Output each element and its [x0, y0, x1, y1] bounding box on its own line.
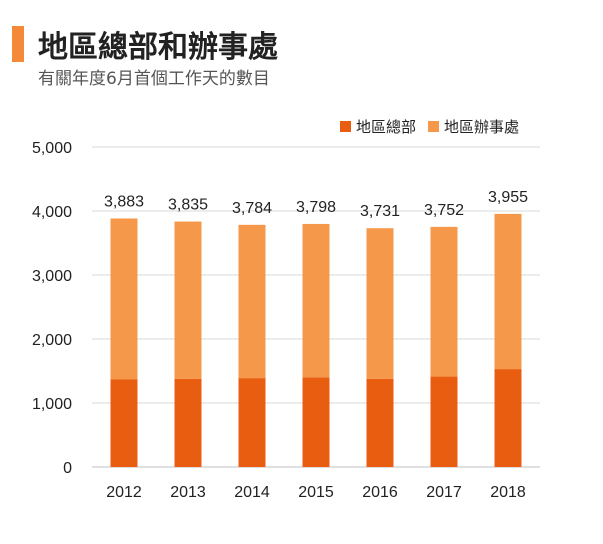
- bar-regional-office: [494, 213, 522, 370]
- legend-item-regional-hq: 地區總部: [340, 116, 416, 137]
- bar-total-label: 3,798: [296, 199, 336, 216]
- bar-regional-office: [174, 221, 202, 379]
- bar-total-label: 3,835: [168, 197, 208, 214]
- bar-total-label: 3,731: [360, 203, 400, 220]
- x-tick-label: 2014: [234, 484, 270, 501]
- bar-regional-hq: [174, 378, 202, 467]
- x-tick-label: 2017: [426, 484, 462, 501]
- legend-label-regional-hq: 地區總部: [356, 118, 417, 136]
- bar-regional-hq: [110, 379, 138, 467]
- x-tick-label: 2018: [490, 484, 526, 501]
- x-tick-label: 2012: [106, 484, 142, 501]
- bar-total-label: 3,883: [104, 193, 144, 210]
- bar-regional-office: [110, 218, 138, 380]
- y-tick-label: 3,000: [32, 268, 72, 285]
- bar-regional-office: [238, 224, 266, 379]
- chart-subtitle: 有關年度6月首個工作天的數目: [38, 69, 270, 89]
- bar-regional-office: [366, 228, 394, 379]
- legend-swatch-regional-hq: [340, 121, 351, 132]
- chart-legend: 地區總部 地區辦事處: [340, 116, 531, 137]
- bar-regional-hq: [366, 378, 394, 467]
- y-tick-label: 2,000: [32, 332, 72, 349]
- bar-total-label: 3,752: [424, 202, 464, 219]
- x-tick-label: 2016: [362, 484, 398, 501]
- bar-regional-office: [302, 223, 330, 378]
- legend-label-regional-office: 地區辦事處: [444, 118, 520, 136]
- y-tick-label: 0: [63, 460, 72, 477]
- bar-total-label: 3,955: [488, 189, 528, 206]
- legend-item-regional-office: 地區辦事處: [428, 116, 519, 137]
- bar-total-label: 3,784: [232, 200, 272, 217]
- chart-title: 地區總部和辦事處: [38, 30, 278, 65]
- x-tick-label: 2013: [170, 484, 206, 501]
- bar-regional-hq: [430, 376, 458, 467]
- bar-regional-hq: [302, 377, 330, 467]
- y-tick-label: 1,000: [32, 396, 72, 413]
- title-accent-bar: [12, 26, 24, 62]
- x-tick-label: 2015: [298, 484, 334, 501]
- legend-swatch-regional-office: [428, 121, 440, 132]
- bar-regional-hq: [238, 378, 266, 467]
- bar-regional-hq: [494, 369, 522, 467]
- y-tick-label: 5,000: [32, 140, 72, 157]
- bar-regional-office: [430, 226, 458, 377]
- y-tick-label: 4,000: [32, 204, 72, 221]
